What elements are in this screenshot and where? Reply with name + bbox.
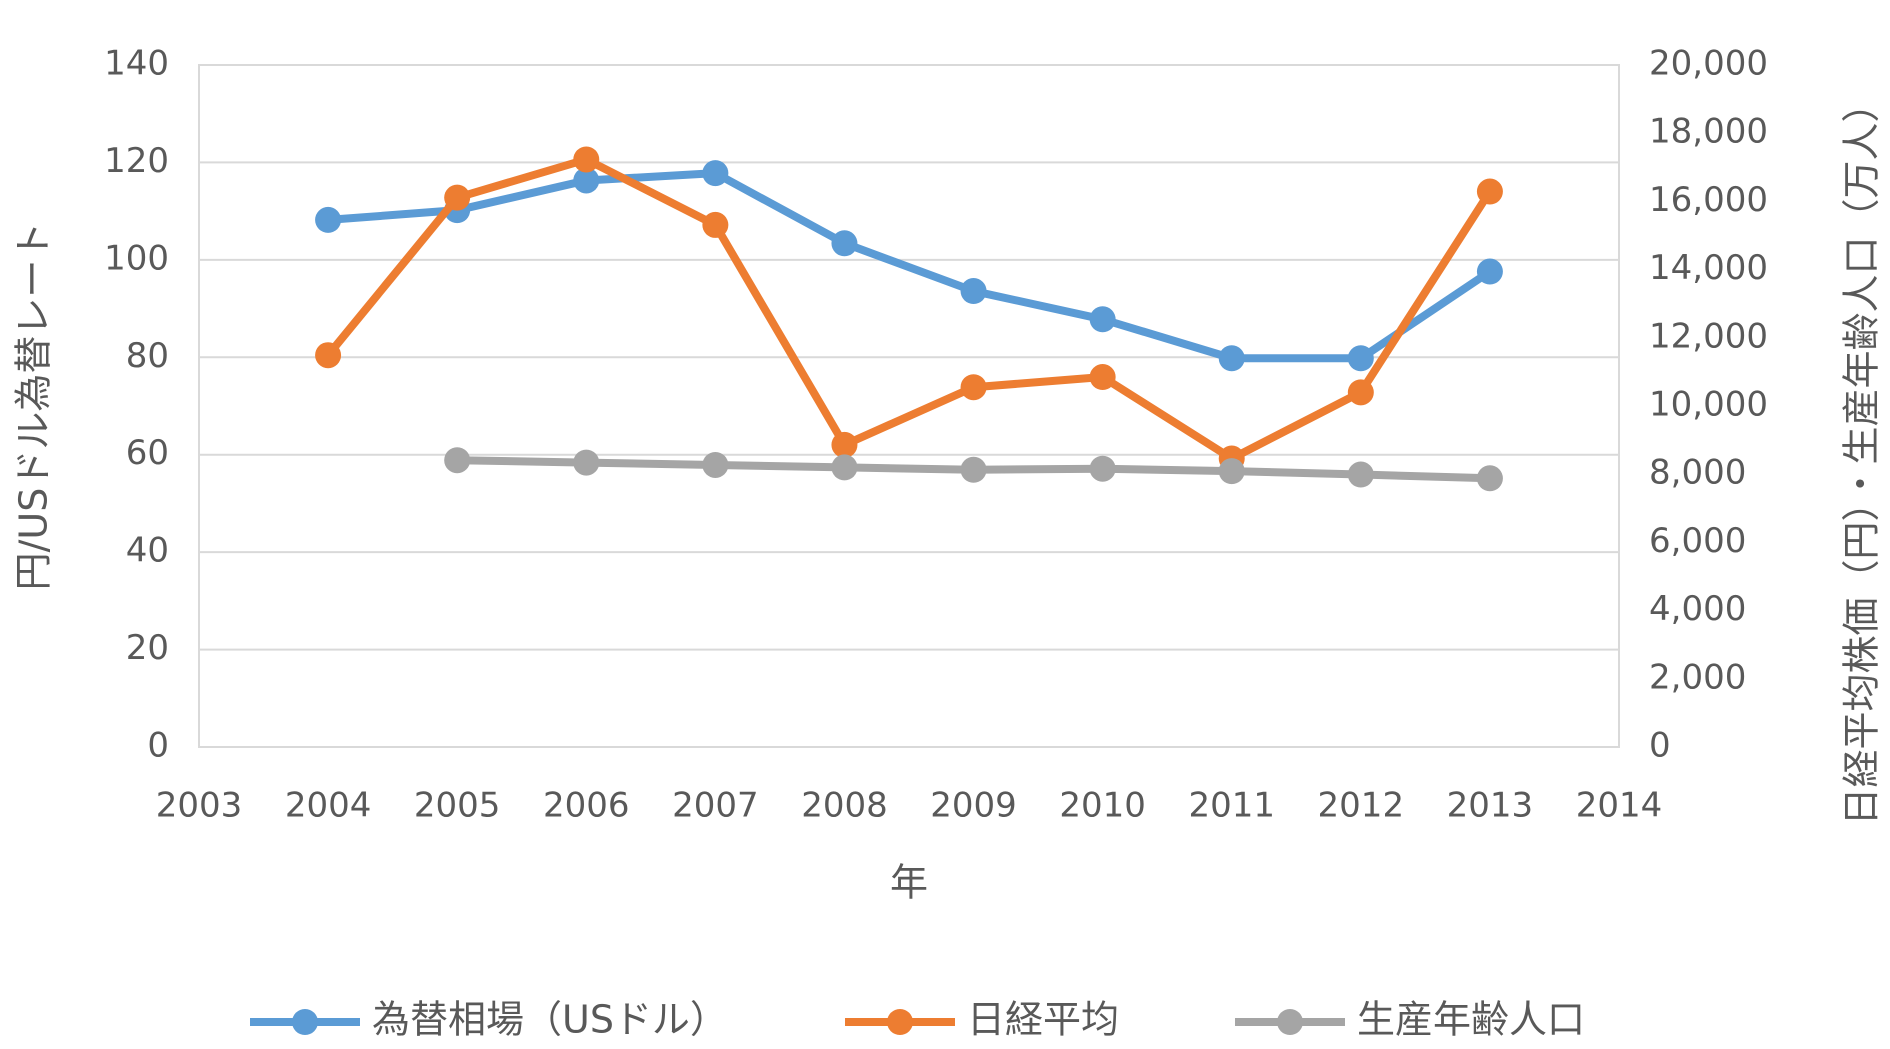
legend-marker — [292, 1009, 318, 1035]
data-point — [315, 206, 342, 233]
y2-axis-title: 日経平均株価（円）・生産年齢人口（万人） — [1840, 84, 1884, 825]
x-axis-title: 年 — [890, 861, 928, 905]
data-point — [444, 447, 471, 474]
data-point — [1089, 364, 1116, 391]
legend-label: 為替相場（USドル） — [372, 998, 728, 1042]
series-line — [327, 169, 1493, 363]
y-axis-title: 円/USドル為替レート — [12, 222, 56, 591]
legend-marker — [1277, 1009, 1303, 1035]
y2-tick-label: 8,000 — [1649, 453, 1746, 493]
x-tick-label: 2004 — [285, 786, 372, 826]
data-point — [1347, 345, 1374, 372]
data-point — [831, 230, 858, 257]
legend-marker — [887, 1009, 913, 1035]
y-tick-label: 20 — [126, 628, 169, 668]
y2-tick-label: 2,000 — [1649, 657, 1746, 697]
data-point — [573, 167, 600, 194]
data-point — [1476, 178, 1503, 205]
data-point — [702, 211, 729, 238]
series-line — [324, 155, 1494, 463]
plot-border — [198, 64, 1620, 748]
y2-tick-label: 18,000 — [1649, 112, 1768, 152]
y-tick-label: 80 — [126, 336, 169, 376]
data-point — [702, 160, 729, 187]
data-point — [1089, 306, 1116, 333]
x-tick-label: 2012 — [1318, 786, 1405, 826]
data-point — [1476, 258, 1503, 285]
x-tick-label: 2005 — [414, 786, 501, 826]
y-tick-label: 40 — [126, 531, 169, 571]
y2-tick-label: 4,000 — [1649, 589, 1746, 629]
x-tick-label: 2007 — [672, 786, 759, 826]
data-point — [1089, 455, 1116, 482]
x-tick-label: 2003 — [156, 786, 243, 826]
legend-label: 日経平均 — [967, 998, 1119, 1042]
y2-tick-label: 20,000 — [1649, 44, 1768, 84]
data-point — [1218, 345, 1245, 372]
y-tick-label: 140 — [104, 44, 169, 84]
data-point — [960, 456, 987, 483]
y-tick-label: 100 — [104, 238, 169, 278]
y-tick-label: 60 — [126, 433, 169, 473]
legend-label: 生産年齢人口 — [1357, 998, 1585, 1042]
data-point — [1347, 379, 1374, 406]
data-point — [315, 342, 342, 369]
y2-tick-label: 10,000 — [1649, 385, 1768, 425]
data-point — [1347, 461, 1374, 488]
y2-tick-label: 16,000 — [1649, 180, 1768, 220]
y2-tick-label: 12,000 — [1649, 316, 1768, 356]
y-tick-label: 0 — [147, 726, 169, 766]
data-point — [1218, 458, 1245, 485]
x-tick-label: 2013 — [1447, 786, 1534, 826]
y-tick-label: 120 — [104, 141, 169, 181]
x-tick-label: 2014 — [1576, 786, 1663, 826]
data-point — [702, 451, 729, 478]
y2-tick-label: 14,000 — [1649, 248, 1768, 288]
x-tick-label: 2008 — [801, 786, 888, 826]
y2-tick-label: 6,000 — [1649, 521, 1746, 561]
data-point — [831, 454, 858, 481]
data-point — [444, 184, 471, 211]
data-point — [960, 278, 987, 305]
x-tick-label: 2009 — [930, 786, 1017, 826]
x-tick-label: 2010 — [1059, 786, 1146, 826]
data-point — [960, 374, 987, 401]
data-point — [573, 449, 600, 476]
x-tick-label: 2011 — [1188, 786, 1275, 826]
data-point — [1476, 465, 1503, 492]
data-point — [831, 431, 858, 458]
x-tick-label: 2006 — [543, 786, 630, 826]
y2-tick-label: 0 — [1649, 726, 1671, 766]
data-point — [573, 146, 600, 173]
